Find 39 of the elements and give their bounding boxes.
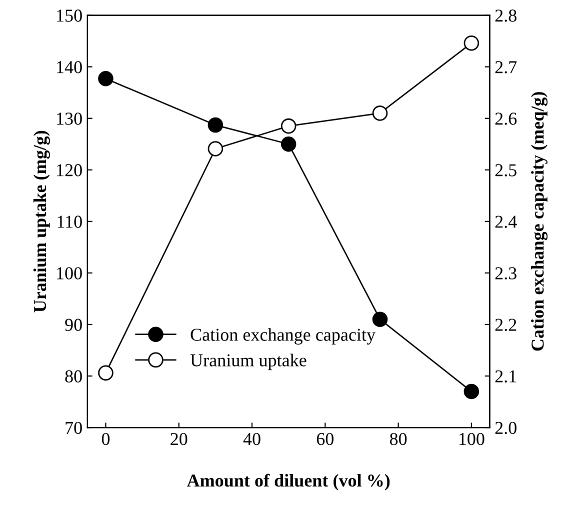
x-tick-label: 60 [316, 432, 334, 446]
y2-tick-label: 2.2 [495, 318, 516, 332]
legend-label: Cation exchange capacity [190, 328, 376, 345]
y2-tick-label: 2.8 [495, 10, 516, 22]
point [98, 71, 114, 86]
point [280, 118, 296, 134]
point [280, 136, 296, 152]
y-tick-label: 100 [57, 267, 82, 280]
y-tick-label: 90 [65, 318, 82, 331]
point [208, 141, 224, 156]
y-tick-label: 150 [57, 10, 82, 22]
point [464, 35, 480, 51]
y-tick-label: 130 [57, 112, 82, 125]
y2-axis-title: Cation exchange capacity (meq/g) [531, 92, 548, 351]
x-axis-title: Amount of diluent (vol %) [186, 474, 390, 490]
x-tick-label: 20 [170, 432, 188, 446]
y2-tick-label: 2.5 [495, 164, 516, 176]
point [372, 106, 388, 121]
y2-tick-label: 2.6 [495, 112, 517, 125]
y2-tick-label: 2.3 [495, 267, 516, 280]
point [208, 117, 224, 133]
y-tick-label: 70 [66, 422, 82, 434]
y2-tick-label: 2.1 [495, 370, 516, 383]
x-tick-label: 80 [390, 432, 407, 446]
point [98, 365, 114, 381]
y-axis-title: Uranium uptake (mg/g) [33, 130, 50, 312]
legend-label: Uranium uptake [190, 354, 306, 370]
point [372, 312, 388, 327]
x-tick-label: 100 [459, 432, 484, 446]
x-tick-label: 0 [102, 432, 110, 446]
point [464, 384, 480, 400]
x-tick-label: 40 [243, 432, 260, 446]
y-tick-label: 120 [57, 164, 82, 176]
y-tick-label: 110 [58, 216, 82, 228]
y2-tick-label: 2.0 [495, 422, 516, 434]
y2-tick-label: 2.4 [495, 216, 517, 228]
y2-tick-label: 2.7 [495, 61, 517, 74]
y-tick-label: 80 [65, 370, 82, 382]
y-tick-label: 140 [57, 61, 82, 74]
